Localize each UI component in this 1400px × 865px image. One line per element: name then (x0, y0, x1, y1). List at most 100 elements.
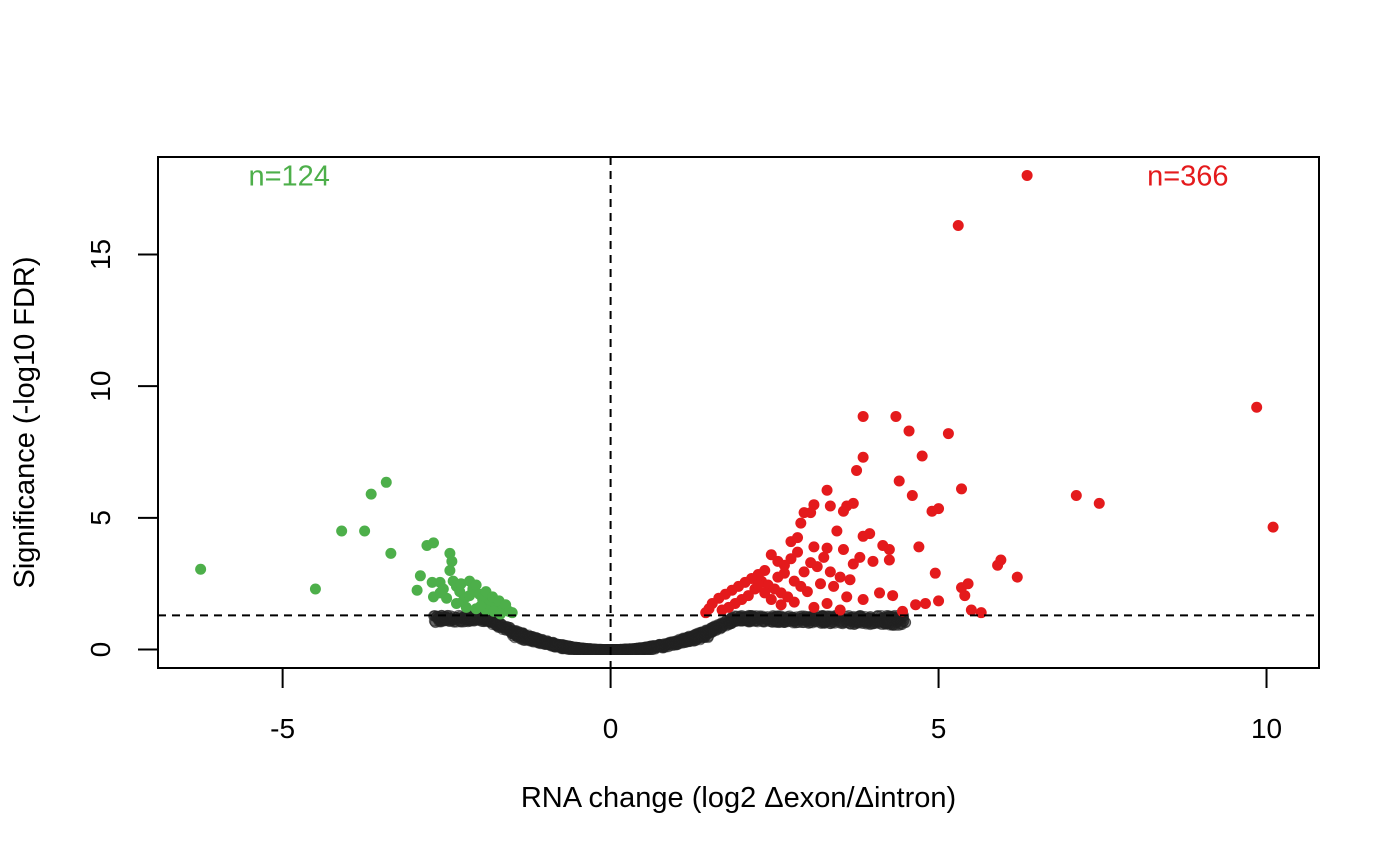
up-regulated-point (933, 595, 945, 607)
up-regulated-point (910, 599, 922, 611)
up-regulated-point (805, 557, 817, 569)
down-regulated-point (195, 563, 207, 575)
background-point (516, 629, 528, 641)
background-point (624, 643, 636, 655)
y-axis: 0 5 10 15 (85, 239, 159, 658)
down-regulated-point (475, 600, 487, 612)
up-regulated-point (752, 579, 764, 591)
up-regulated-point (716, 604, 728, 616)
up-regulated-point (851, 464, 863, 476)
x-tick-label: 5 (931, 713, 947, 744)
up-regulated-point (883, 543, 895, 555)
up-regulated-point (821, 484, 833, 496)
up-regulated-point (857, 410, 869, 422)
up-regulated-point (837, 543, 849, 555)
up-regulated-point (821, 597, 833, 609)
background-point (484, 616, 496, 628)
x-axis: -5 0 5 10 (270, 667, 1282, 744)
up-regulated-point (913, 541, 925, 553)
background-point (564, 640, 576, 652)
down-regulated-point (385, 547, 397, 559)
up-regulated-point (962, 578, 974, 590)
x-axis-label: RNA change (log2 Δexon/Δintron) (521, 782, 956, 814)
up-regulated-point (916, 450, 928, 462)
down-regulated-point (359, 525, 371, 537)
down-regulated-point (380, 476, 392, 488)
up-regulated-point (788, 596, 800, 608)
up-regulated-point (795, 517, 807, 529)
up-regulated-point (1251, 401, 1263, 413)
down-regulated-point (460, 601, 472, 613)
up-regulated-point (919, 597, 931, 609)
background-point (528, 634, 540, 646)
x-tick-label: 10 (1251, 713, 1282, 744)
up-regulated-point (929, 567, 941, 579)
up-regulated-point (874, 587, 886, 599)
down-regulated-point (365, 488, 377, 500)
x-tick-label: -5 (270, 713, 295, 744)
up-regulated-point (933, 503, 945, 515)
up-regulated-point (956, 483, 968, 495)
up-regulated-point (824, 566, 836, 578)
up-regulated-point (864, 528, 876, 540)
up-regulated-point (959, 590, 971, 602)
up-regulated-point (867, 555, 879, 567)
up-regulated-point (893, 475, 905, 487)
up-regulated-point (818, 551, 830, 563)
background-point (722, 615, 734, 627)
up-regulated-point (831, 525, 843, 537)
up-regulated-point (952, 219, 964, 231)
background-point (880, 617, 892, 629)
up-regulated-point (814, 578, 826, 590)
up-regulated-point (792, 532, 804, 544)
down-count-label: n=124 (248, 160, 329, 192)
up-regulated-point (805, 507, 817, 519)
background-point (796, 615, 808, 627)
up-regulated-point (808, 601, 820, 613)
up-count-label: n=366 (1147, 160, 1228, 192)
background-point (580, 642, 592, 654)
non-significant-points (428, 609, 912, 656)
down-regulated-point (506, 607, 518, 619)
up-regulated-point (792, 546, 804, 558)
up-regulated-point (992, 559, 1004, 571)
up-regulated-point (887, 590, 899, 602)
y-tick-label: 15 (85, 239, 116, 270)
down-regulated-point (336, 525, 348, 537)
background-point (659, 638, 671, 650)
up-regulated-point (857, 594, 869, 606)
up-regulated-point (808, 541, 820, 553)
up-regulated-point (906, 489, 918, 501)
down-regulated-point (414, 570, 426, 582)
y-tick-label: 0 (85, 642, 116, 658)
up-regulated-point (700, 607, 712, 619)
up-regulated-point (834, 604, 846, 616)
down-regulated-point (411, 584, 423, 596)
down-regulated-point (494, 608, 506, 620)
up-regulated-point (1021, 169, 1033, 181)
up-regulated-point (841, 591, 853, 603)
background-point (766, 616, 778, 628)
up-regulated-point (942, 428, 954, 440)
up-regulated-point (834, 571, 846, 583)
up-regulated-point (828, 580, 840, 592)
x-tick-label: 0 (603, 713, 619, 744)
significant-points (195, 169, 1279, 620)
background-point (494, 622, 506, 634)
up-regulated-point (778, 567, 790, 579)
up-regulated-point (1011, 571, 1023, 583)
down-regulated-point (464, 590, 476, 602)
y-axis-label: Significance (-log10 FDR) (9, 256, 41, 588)
y-tick-label: 10 (85, 371, 116, 402)
up-regulated-point (844, 574, 856, 586)
background-point (635, 642, 647, 654)
down-regulated-point (446, 555, 458, 567)
up-regulated-point (903, 425, 915, 437)
down-regulated-point (450, 597, 462, 609)
background-point (731, 615, 743, 627)
background-point (750, 615, 762, 627)
up-regulated-point (883, 554, 895, 566)
up-regulated-point (798, 566, 810, 578)
up-regulated-point (1070, 489, 1082, 501)
